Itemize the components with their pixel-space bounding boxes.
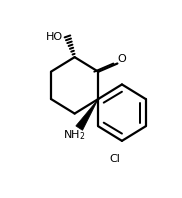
Text: NH$_2$: NH$_2$ bbox=[63, 129, 86, 142]
Text: Cl: Cl bbox=[109, 154, 120, 164]
Polygon shape bbox=[76, 99, 98, 130]
Text: O: O bbox=[118, 54, 126, 64]
Text: HO: HO bbox=[46, 32, 63, 42]
